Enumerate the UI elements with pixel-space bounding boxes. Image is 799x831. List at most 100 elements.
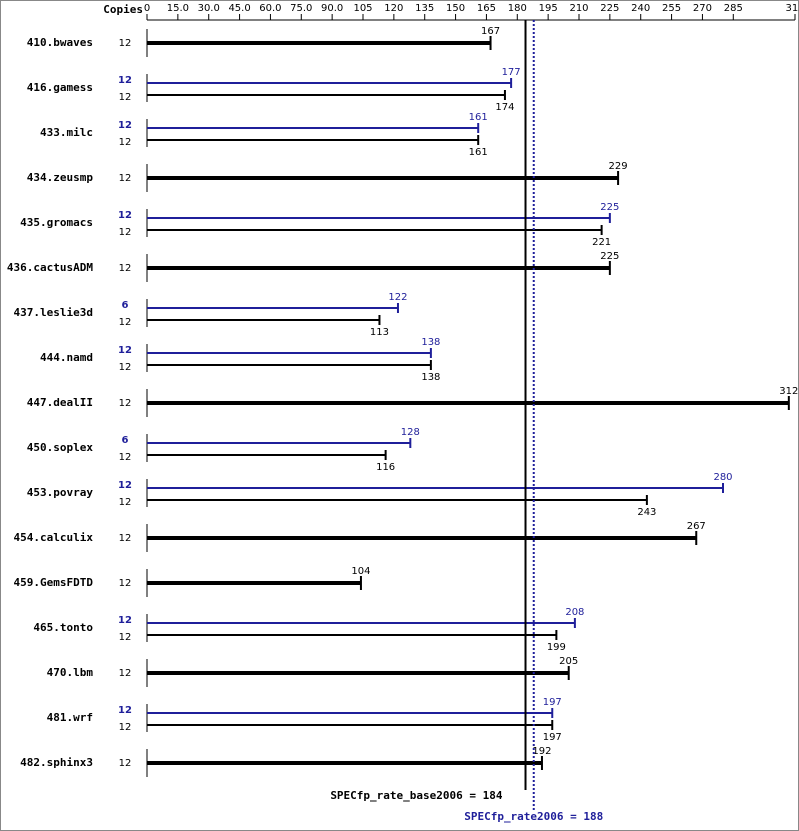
value-label: 167 [481,26,500,37]
bar [147,41,491,45]
copies: 12 [118,615,132,626]
x-tick-label: 315 [785,3,799,14]
benchmark-name: 465.tonto [33,621,93,634]
copies: 12 [119,452,132,463]
value-label: 197 [543,732,562,743]
x-tick-label: 30.0 [198,3,220,14]
benchmark-name: 470.lbm [47,666,94,679]
value-label: 116 [376,462,395,473]
value-label: 192 [532,746,551,757]
copies: 12 [118,210,132,221]
base-summary-label: SPECfp_rate_base2006 = 184 [330,789,503,802]
benchmark-name: 459.GemsFDTD [14,576,94,589]
bar [147,442,411,444]
value-label: 138 [421,337,440,348]
bar [147,139,479,141]
value-label: 229 [609,161,628,172]
x-tick-label: 240 [631,3,650,14]
value-label: 225 [600,202,619,213]
copies: 12 [118,345,132,356]
copies: 12 [119,497,132,508]
x-tick-label: 60.0 [259,3,281,14]
copies: 12 [119,578,132,589]
copies: 6 [122,300,129,311]
bar [147,352,431,354]
value-label: 280 [713,472,732,483]
copies: 12 [119,38,132,49]
value-label: 197 [543,697,562,708]
benchmark-name: 444.namd [40,351,93,364]
copies: 12 [119,317,132,328]
bar [147,724,553,726]
bar [147,499,647,501]
x-tick-label: 105 [353,3,372,14]
x-tick-label: 270 [693,3,712,14]
bar [147,94,505,96]
value-label: 104 [351,566,370,577]
benchmark-name: 437.leslie3d [14,306,93,319]
bar [147,581,361,585]
benchmark-name: 416.gamess [27,81,93,94]
value-label: 312 [779,386,798,397]
bar [147,401,789,405]
x-tick-label: 195 [539,3,558,14]
bar [147,217,610,219]
x-tick-label: 180 [508,3,527,14]
copies: 12 [118,480,132,491]
x-tick-label: 165 [477,3,496,14]
bar [147,82,512,84]
x-tick-label: 75.0 [290,3,312,14]
copies: 12 [119,722,132,733]
bar [147,319,380,321]
value-label: 177 [502,67,521,78]
bar [147,307,398,309]
value-label: 138 [421,372,440,383]
copies: 12 [119,632,132,643]
value-label: 174 [495,102,514,113]
value-label: 122 [388,292,407,303]
bar [147,536,697,540]
copies: 12 [119,92,132,103]
copies: 6 [122,435,129,446]
x-tick-label: 90.0 [321,3,343,14]
copies-header: Copies [103,3,143,16]
benchmark-name: 436.cactusADM [7,261,93,274]
x-tick-label: 225 [600,3,619,14]
copies: 12 [119,263,132,274]
x-tick-label: 150 [446,3,465,14]
x-tick-label: 255 [662,3,681,14]
copies: 12 [119,533,132,544]
copies: 12 [119,227,132,238]
value-label: 205 [559,656,578,667]
copies: 12 [119,362,132,373]
copies: 12 [119,668,132,679]
bar [147,712,553,714]
bar [147,176,619,180]
copies: 12 [119,137,132,148]
copies: 12 [119,173,132,184]
value-label: 225 [600,251,619,262]
x-tick-label: 0 [144,3,150,14]
benchmark-name: 433.milc [40,126,93,139]
value-label: 113 [370,327,389,338]
benchmark-name: 450.soplex [27,441,94,454]
value-label: 128 [401,427,420,438]
x-tick-label: 15.0 [167,3,189,14]
x-tick-label: 120 [384,3,403,14]
bar [147,671,569,675]
bar [147,487,723,489]
bar [147,454,386,456]
copies: 12 [119,398,132,409]
value-label: 208 [565,607,584,618]
bar [147,622,575,624]
benchmark-name: 410.bwaves [27,36,93,49]
benchmark-name: 481.wrf [47,711,93,724]
x-tick-label: 285 [724,3,743,14]
x-tick-label: 135 [415,3,434,14]
benchmark-name: 434.zeusmp [27,171,94,184]
benchmark-name: 447.dealII [27,396,93,409]
copies: 12 [119,758,132,769]
bar [147,364,431,366]
benchmark-name: 454.calculix [14,531,94,544]
